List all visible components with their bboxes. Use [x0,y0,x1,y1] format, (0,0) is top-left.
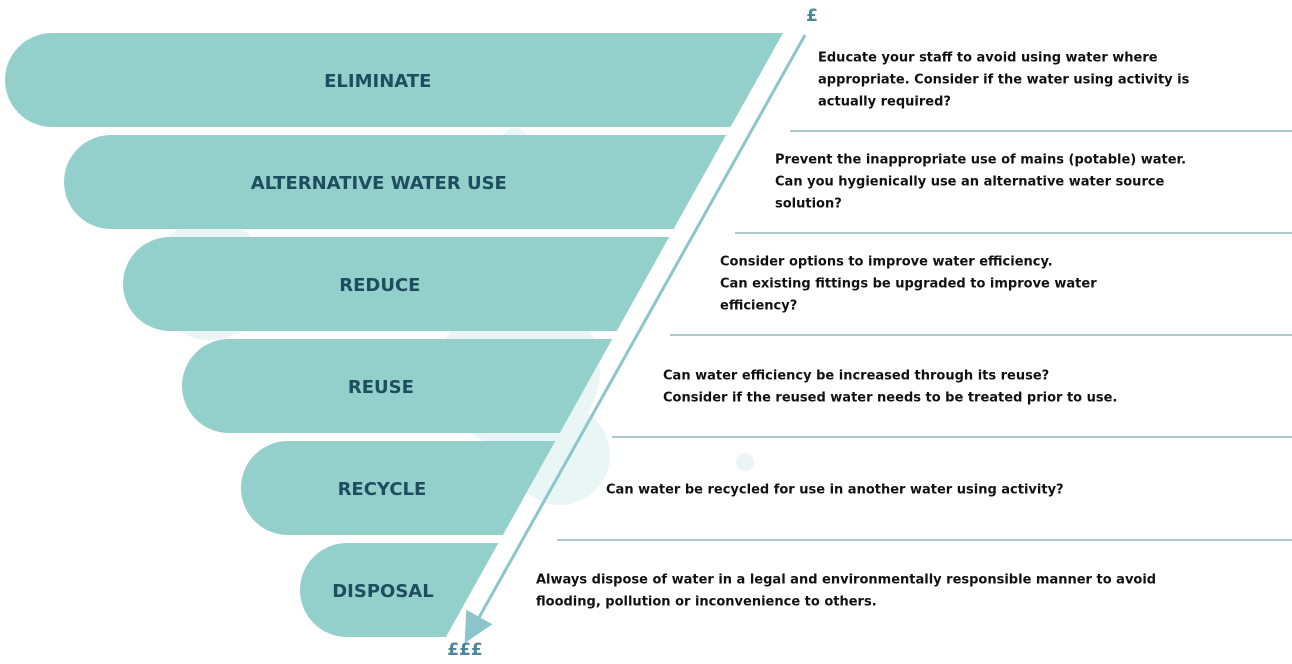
tier-description: Consider options to improve water effici… [720,255,1053,270]
tier-label: RECYCLE [338,479,427,500]
tier-description: appropriate. Consider if the water using… [818,73,1190,88]
tier-description: Can existing fittings be upgraded to imp… [720,277,1097,292]
tier-description: Always dispose of water in a legal and e… [536,573,1156,588]
tier-label: REUSE [348,377,414,398]
tier-description: Can you hygienically use an alternative … [775,175,1165,190]
tier-description: solution? [775,197,842,212]
tier-label: ALTERNATIVE WATER USE [251,173,507,194]
tier-label: DISPOSAL [332,581,433,602]
tier-description: flooding, pollution or inconvenience to … [536,595,877,610]
water-hierarchy: £ £££ ELIMINATE Educate your staff to avo… [0,0,1292,664]
arrow-top: £ [806,6,818,26]
tier-description: Educate your staff to avoid using water … [818,51,1158,66]
tier-description: actually required? [818,95,951,110]
tier-description: efficiency? [720,299,797,314]
tier-label: REDUCE [339,275,420,296]
tier-label: ELIMINATE [324,71,431,92]
tier-description: Can water efficiency be increased throug… [663,369,1049,384]
tier-description: Prevent the inappropriate use of mains (… [775,153,1186,168]
tier-description: Can water be recycled for use in another… [606,483,1064,498]
arrow-bottom: £££ [447,640,483,660]
tier-description: Consider if the reused water needs to be… [663,391,1117,406]
